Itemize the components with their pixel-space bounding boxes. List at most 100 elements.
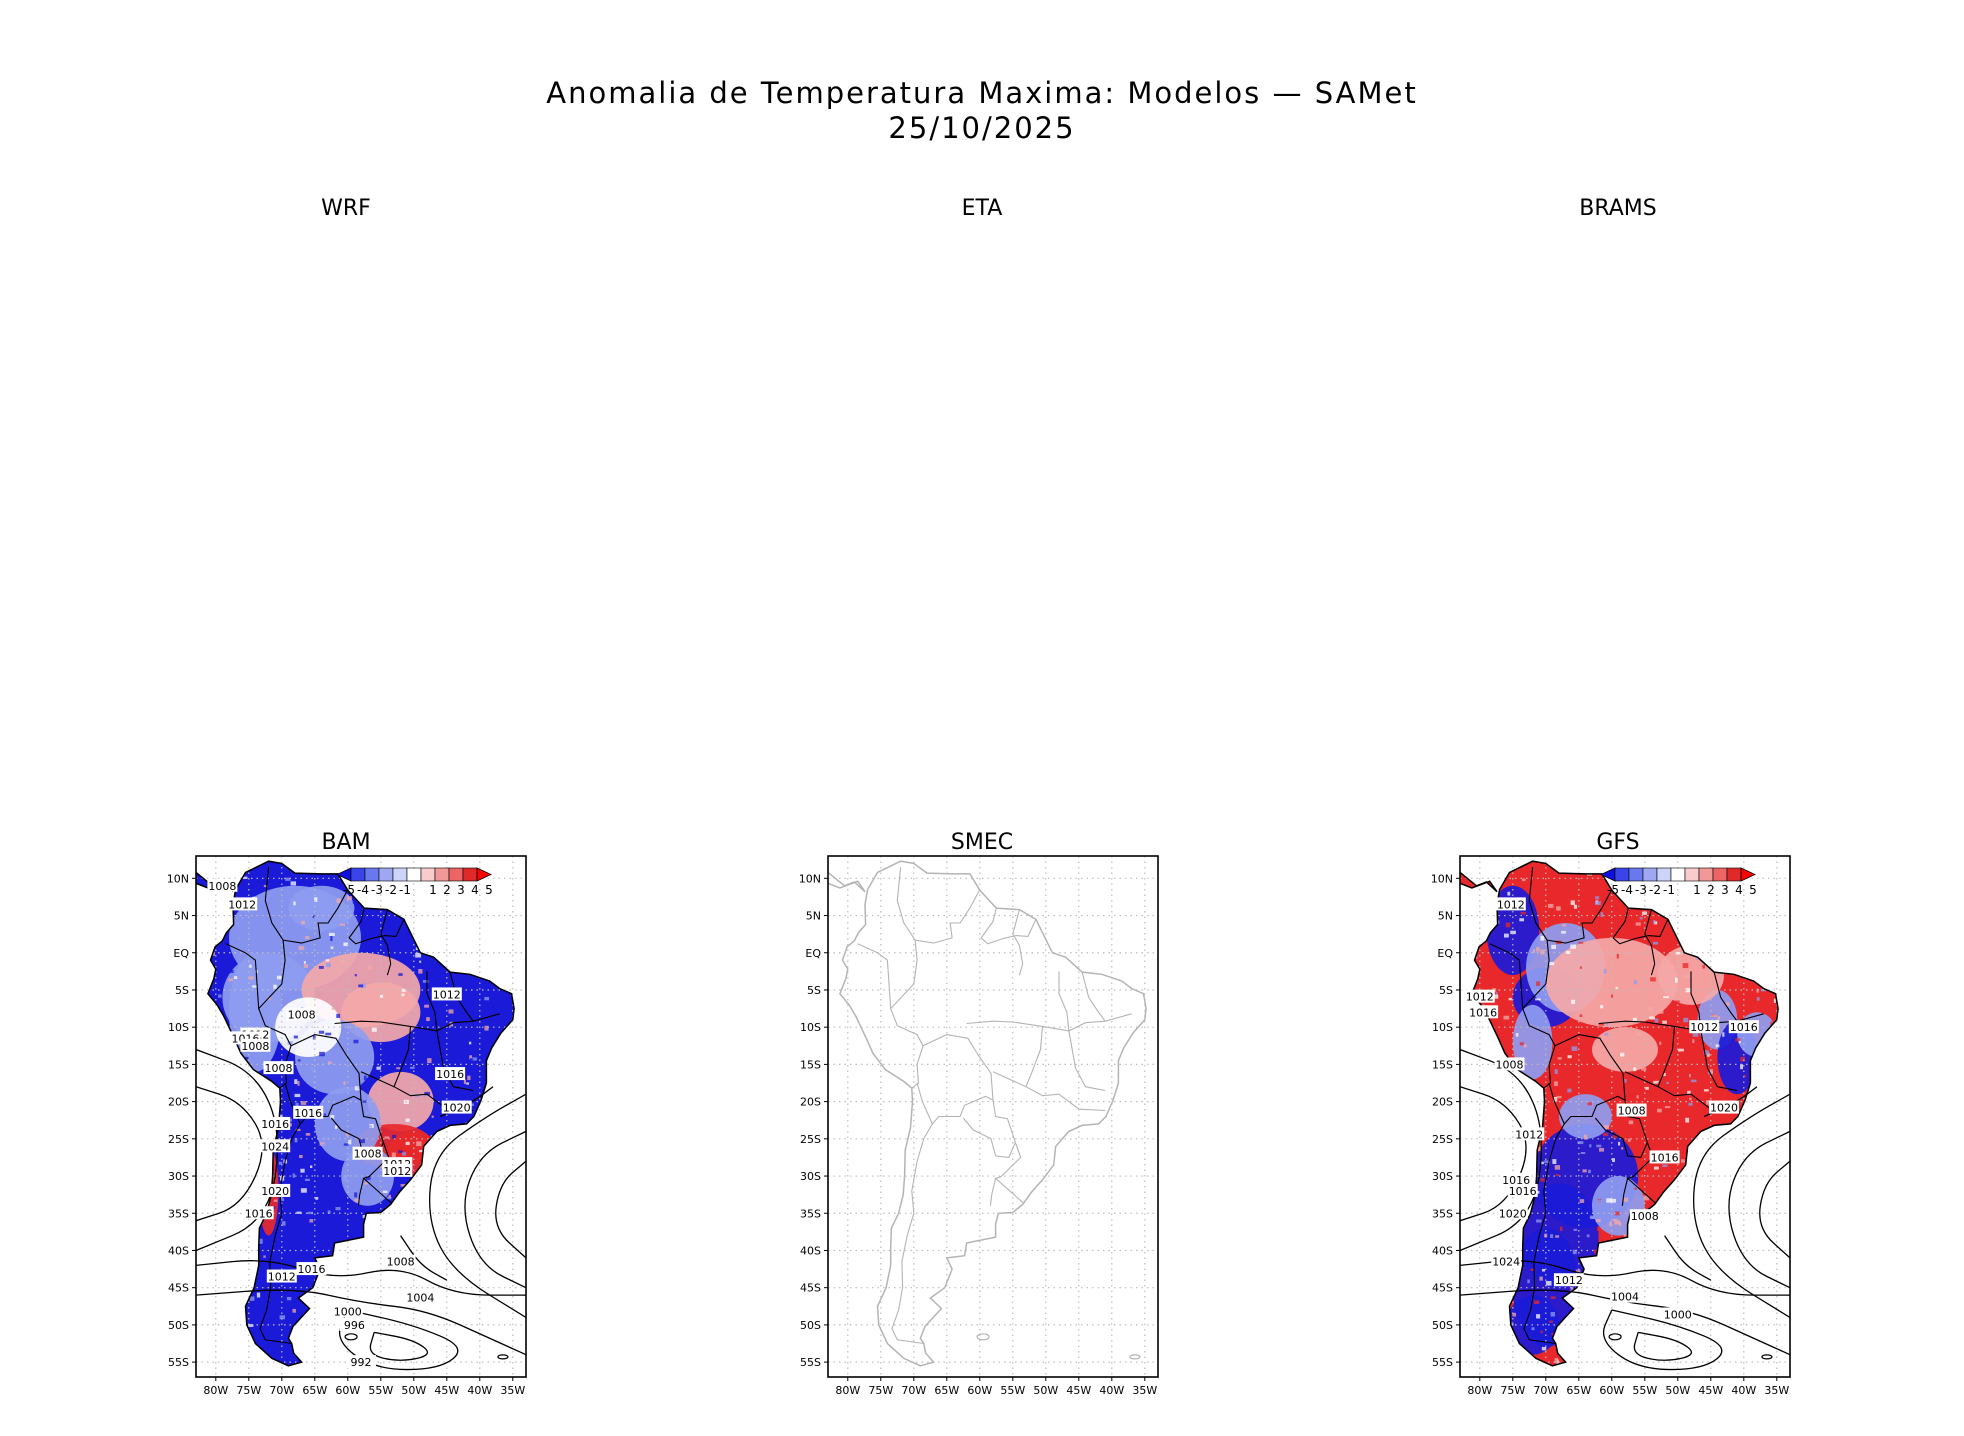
colorbar-label: 1 (1693, 883, 1701, 897)
contour-label-bg (286, 1007, 317, 1021)
contour-label-bg (207, 878, 238, 892)
contour-label-bg (263, 1061, 294, 1075)
lat-tick-label: 15S (800, 1058, 821, 1071)
contour-label: 1016 (1502, 1174, 1530, 1187)
colorbar-swatch (406, 867, 422, 882)
lon-tick-label: 65W (934, 1384, 959, 1397)
lat-lon-grid (828, 856, 1158, 1377)
colorbar-label: 3 (457, 883, 465, 897)
contour-label: 1012 (1690, 1021, 1718, 1034)
lon-tick-label: 60W (967, 1384, 992, 1397)
contour-label: 1000 (1664, 1308, 1692, 1321)
colorbar-swatch (1614, 867, 1630, 882)
contour-label-bg (266, 1269, 297, 1283)
colorbar-label: 5 (485, 883, 493, 897)
map-panel-gfs: 1012 1012 1016 1008 1012 1016 1020 1012 1008 1016… (1431, 855, 1791, 1397)
lat-tick-label: 50S (1432, 1319, 1453, 1332)
lat-tick-label: 50S (800, 1319, 821, 1332)
lon-tick-label: 50W (1033, 1384, 1058, 1397)
contour-label-bg (1494, 1057, 1525, 1071)
colorbar-label: -5 (1607, 883, 1619, 897)
contour-label-bg (431, 987, 462, 1001)
colorbar-label: 2 (1707, 883, 1715, 897)
contour-label-bg (1610, 1289, 1640, 1303)
panel-title-smec: SMEC (950, 830, 1014, 855)
colorbar-swatch (448, 867, 464, 882)
figure-title-line1: Anomalia de Temperatura Maxima: Modelos … (546, 76, 1418, 110)
lat-tick-label: 10S (168, 1021, 189, 1034)
lat-tick-label: 5N (1438, 910, 1453, 923)
contour-label: 1020 (1710, 1102, 1738, 1115)
lon-tick-label: 65W (302, 1384, 327, 1397)
colorbar-label: -1 (1663, 883, 1675, 897)
contour-label: 992 (351, 1356, 372, 1369)
contour-label: 1012 (1497, 898, 1525, 911)
lat-tick-label: 45S (800, 1282, 821, 1295)
map-frame (827, 855, 1159, 1378)
lat-tick-label: 5N (174, 910, 189, 923)
contour-labels: 1012 1012 1016 1008 1012 1016 1020 1012 1008 1016… (1464, 897, 1759, 1321)
lon-tick-label: 45W (434, 1384, 459, 1397)
contour-label-bg (1514, 1127, 1545, 1141)
colorbar-label: 5 (1749, 883, 1757, 897)
contour-label: 1016 (245, 1207, 273, 1220)
lon-tick-label: 40W (1731, 1384, 1756, 1397)
colorbar-swatch (378, 867, 394, 882)
lat-tick-label: 40S (1432, 1244, 1453, 1257)
lat-tick-label: 35S (1432, 1207, 1453, 1220)
lon-tick-label: 40W (467, 1384, 492, 1397)
colorbar-label: 1 (429, 883, 437, 897)
contour-label: 1020 (1499, 1207, 1527, 1220)
colorbar-swatch (462, 867, 478, 882)
contour-label-bg (385, 1254, 416, 1268)
contour-label-bg (260, 1183, 291, 1197)
contour-label: 1016 (261, 1118, 289, 1131)
lat-tick-label: EQ (173, 947, 189, 960)
contour-label-bg (1728, 1020, 1759, 1034)
contour-label: 1016 (436, 1068, 464, 1081)
lon-tick-label: 70W (269, 1384, 294, 1397)
panel-title-wrf: WRF (321, 196, 371, 221)
lat-tick-label: 15S (1432, 1058, 1453, 1071)
contour-label-bg (1629, 1209, 1660, 1223)
contour-label-bg (346, 1355, 376, 1369)
contour-label-bg (332, 1304, 363, 1318)
colorbar-label: 4 (1735, 883, 1743, 897)
colorbar-swatch (1628, 867, 1644, 882)
contour-label-bg (1491, 1254, 1522, 1268)
contour-label-bg (352, 1146, 383, 1160)
lat-tick-label: 5S (807, 984, 821, 997)
map-panel-smec: 80W 75W 70W 65W 60W 55W 50W 45W 40W 35W 10N 5N EQ 5S 1… (799, 855, 1159, 1397)
contour-label-bg (441, 1100, 472, 1114)
lat-tick-label: 30S (168, 1170, 189, 1183)
lon-tick-label: 70W (1533, 1384, 1558, 1397)
lat-tick-label: 45S (168, 1282, 189, 1295)
lon-tick-label: 35W (1764, 1384, 1789, 1397)
contour-label: 1012 (268, 1271, 296, 1284)
lon-tick-label: 80W (835, 1384, 860, 1397)
lon-tick-label: 60W (335, 1384, 360, 1397)
country-outlines (828, 860, 1147, 1367)
lat-tick-label: 25S (800, 1133, 821, 1146)
colorbar: -5 -4 -3 -2 -1 1 2 3 4 5 (1600, 867, 1757, 897)
contour-label-bg (227, 897, 258, 911)
colorbar-swatch (350, 867, 366, 882)
colorbar-swatch (434, 867, 450, 882)
contour-label-bg (339, 1317, 370, 1331)
lon-tick-label: 45W (1066, 1384, 1091, 1397)
colorbar-label: 2 (443, 883, 451, 897)
colorbar-swatch (1642, 867, 1658, 882)
colorbar-label: -4 (1621, 883, 1633, 897)
colorbar-swatch (364, 867, 380, 882)
lat-tick-label: 15S (168, 1058, 189, 1071)
colorbar: -5 -4 -3 -2 -1 1 2 3 4 5 (336, 867, 493, 897)
lat-tick-label: 5S (175, 984, 189, 997)
contour-label-bg (1553, 1273, 1584, 1287)
lat-tick-label: 10N (167, 872, 189, 885)
colorbar-label: -4 (357, 883, 369, 897)
contour-label-bg (1501, 1172, 1532, 1186)
colorbar-label: -5 (343, 883, 355, 897)
pressure-contours (1460, 1048, 1790, 1371)
colorbar-label: -1 (399, 883, 411, 897)
